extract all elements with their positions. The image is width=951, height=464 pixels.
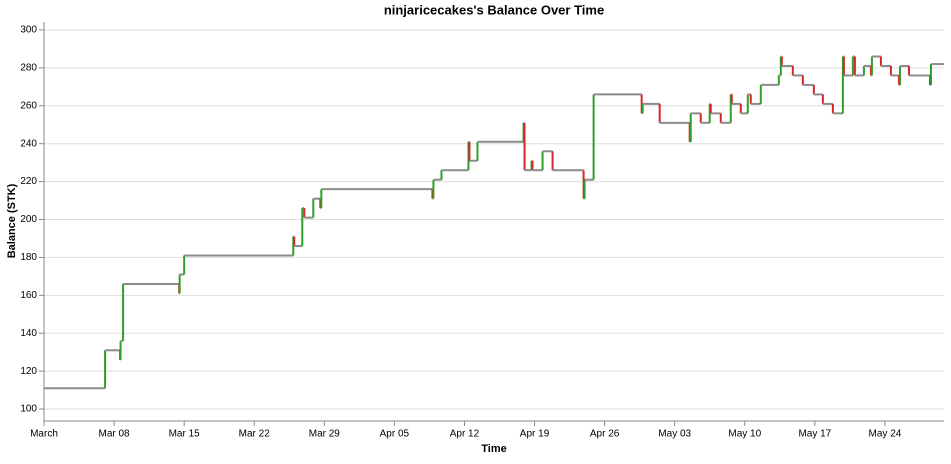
x-axis-title: Time (481, 443, 506, 455)
x-tick-label: Apr 19 (520, 429, 550, 440)
y-tick-label: 160 (20, 290, 37, 301)
y-tick-label: 200 (20, 214, 37, 225)
y-tick-label: 120 (20, 366, 37, 377)
y-tick-label: 260 (20, 100, 37, 111)
x-tick-label: Mar 15 (169, 429, 201, 440)
y-axis-title: Balance (STK) (6, 183, 18, 258)
y-tick-label: 240 (20, 138, 37, 149)
y-tick-label: 280 (20, 63, 37, 74)
x-tick-label: Apr 26 (590, 429, 620, 440)
x-tick-label: May 03 (658, 429, 691, 440)
y-tick-label: 220 (20, 176, 37, 187)
x-tick-label: Mar 29 (309, 429, 341, 440)
x-tick-label: Mar 08 (99, 429, 131, 440)
y-tick-label: 300 (20, 25, 37, 36)
y-tick-label: 180 (20, 252, 37, 263)
x-tick-label: Apr 12 (450, 429, 480, 440)
x-tick-label: Mar 22 (239, 429, 271, 440)
y-tick-label: 100 (20, 404, 37, 415)
x-tick-label: May 17 (798, 429, 831, 440)
y-tick-label: 140 (20, 328, 37, 339)
x-tick-label: May 24 (869, 429, 902, 440)
x-tick-label: May 10 (728, 429, 761, 440)
x-tick-label: Apr 05 (380, 429, 410, 440)
chart-title: ninjaricecakes's Balance Over Time (384, 2, 604, 17)
x-tick-label: March (30, 429, 58, 440)
